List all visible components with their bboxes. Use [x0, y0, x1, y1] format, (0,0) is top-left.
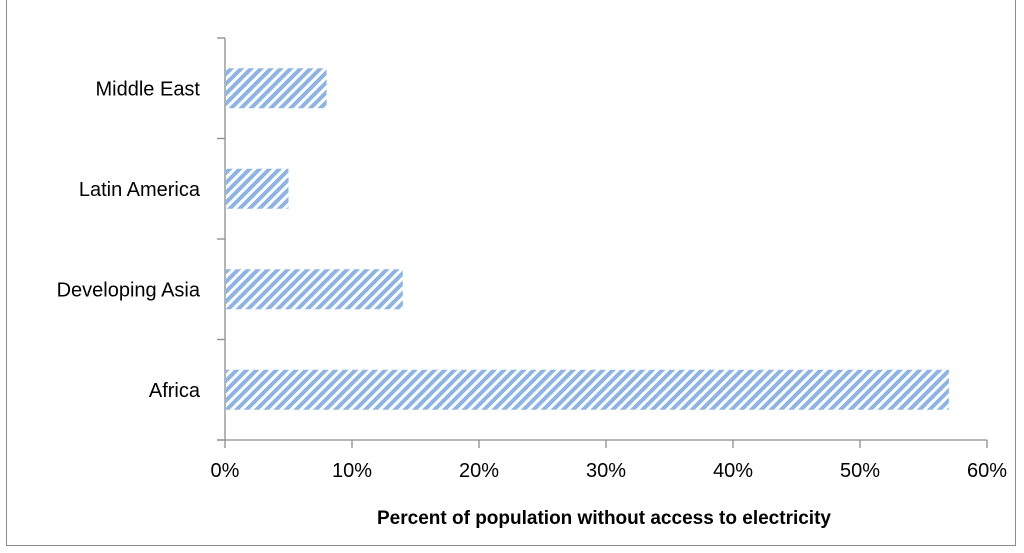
bar	[226, 369, 949, 410]
x-tick-label: 40%	[713, 460, 753, 482]
y-tick-label: Developing Asia	[57, 279, 201, 301]
bar	[226, 168, 289, 209]
x-tick-label: 60%	[967, 460, 1007, 482]
bars	[226, 68, 949, 410]
bar	[226, 269, 403, 310]
x-tick-label: 30%	[586, 460, 626, 482]
x-tick-label: 50%	[840, 460, 880, 482]
chart-frame	[6, 0, 1016, 546]
y-tick-label: Africa	[149, 380, 201, 402]
x-tick-label: 20%	[459, 460, 499, 482]
y-tick-label: Middle East	[96, 78, 201, 100]
x-tick-label: 10%	[332, 460, 372, 482]
x-axis-title: Percent of population without access to …	[377, 508, 831, 529]
labels: 0% 10% 20% 30% 40% 50% 60% Africa Developing Asi…	[57, 78, 1008, 529]
axes	[217, 37, 988, 448]
bar	[226, 68, 327, 109]
x-tick-label: 0%	[211, 460, 240, 482]
y-tick-label: Latin America	[79, 179, 201, 201]
